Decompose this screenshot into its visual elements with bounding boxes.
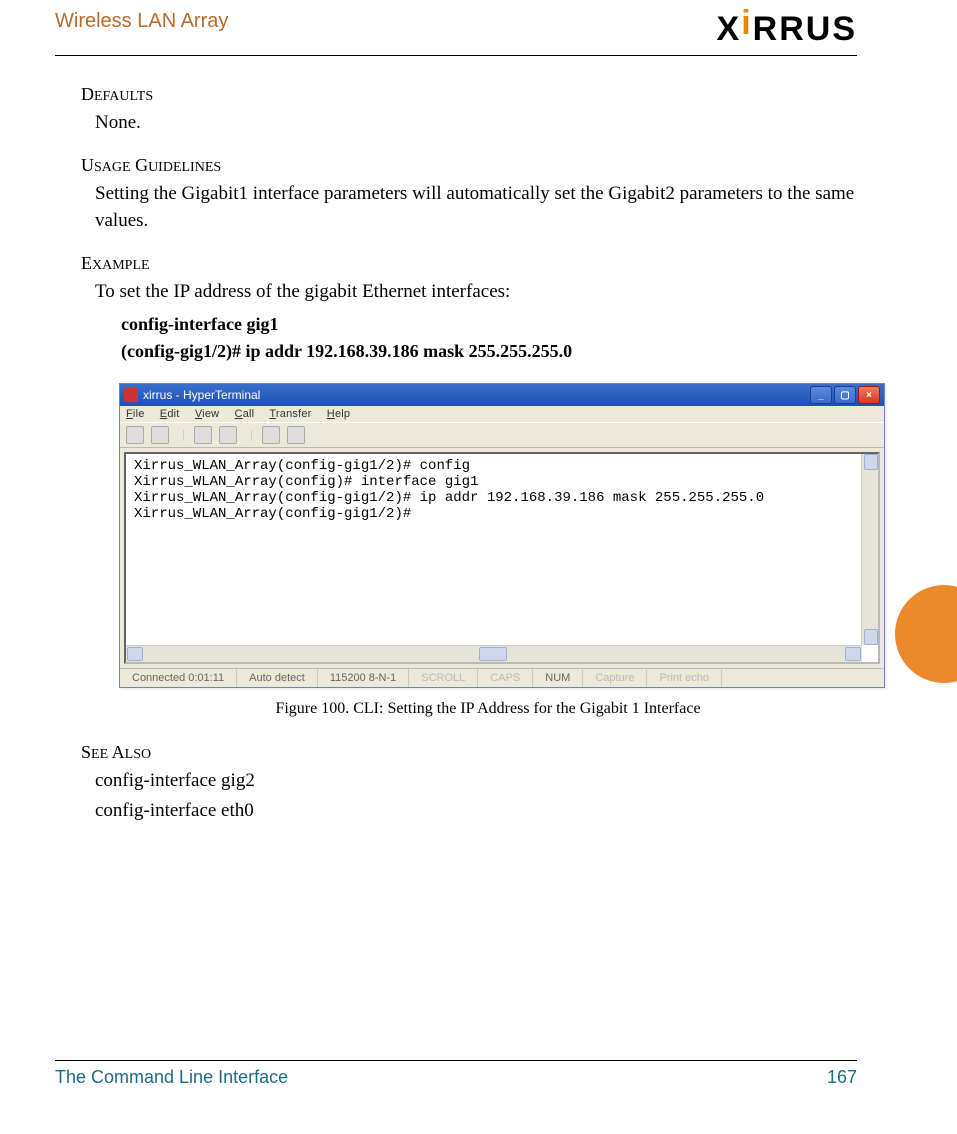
close-button[interactable]: × (858, 386, 880, 404)
minimize-button[interactable]: _ (810, 386, 832, 404)
terminal-output[interactable]: Xirrus_WLAN_Array(config-gig1/2)# config… (124, 452, 880, 664)
menu-bar[interactable]: File Edit View Call Transfer Help (120, 406, 884, 422)
toolbar-call-icon[interactable] (194, 426, 212, 444)
menu-edit[interactable]: Edit (160, 408, 180, 420)
toolbar-props-icon[interactable] (287, 426, 305, 444)
scrollbar-horizontal[interactable] (126, 645, 862, 662)
status-print: Print echo (647, 669, 722, 687)
section-title-example: EXAMPLE (81, 253, 857, 274)
menu-view[interactable]: View (195, 408, 219, 420)
header-title: Wireless LAN Array (55, 10, 228, 33)
status-bar: Connected 0:01:11 Auto detect 115200 8-N… (120, 668, 884, 687)
toolbar-new-icon[interactable] (126, 426, 144, 444)
scroll-thumb-horizontal[interactable] (479, 647, 507, 661)
toolbar[interactable]: | | (120, 422, 884, 448)
scrollbar-vertical[interactable] (861, 454, 878, 645)
menu-transfer[interactable]: Transfer (269, 408, 311, 420)
toolbar-hang-icon[interactable] (219, 426, 237, 444)
example-cmd-1: config-interface gig1 (121, 311, 857, 338)
terminal-text: Xirrus_WLAN_Array(config-gig1/2)# config… (134, 458, 764, 522)
status-caps: CAPS (478, 669, 533, 687)
status-scroll: SCROLL (409, 669, 478, 687)
see-also-2: config-interface eth0 (95, 797, 857, 825)
menu-call[interactable]: Call (235, 408, 255, 420)
status-capture: Capture (583, 669, 647, 687)
defaults-body: None. (95, 109, 857, 137)
figure-wrapper: xirrus - HyperTerminal _ ▢ × File Edit V… (119, 383, 857, 718)
section-title-usage: USAGE GUIDELINES (81, 155, 857, 176)
app-icon (124, 388, 138, 402)
status-autodetect: Auto detect (237, 669, 318, 687)
document-page: Wireless LAN Array XiRRUS DEFAULTS None.… (0, 0, 957, 1110)
see-also-1: config-interface gig2 (95, 767, 857, 795)
example-intro: To set the IP address of the gigabit Eth… (95, 278, 857, 306)
maximize-button[interactable]: ▢ (834, 386, 856, 404)
status-num: NUM (533, 669, 583, 687)
figure-caption: Figure 100. CLI: Setting the IP Address … (119, 700, 857, 718)
menu-file[interactable]: File (126, 408, 145, 420)
page-header: Wireless LAN Array XiRRUS (55, 10, 857, 56)
footer-page-number: 167 (827, 1067, 857, 1088)
example-cmd-2: (config-gig1/2)# ip addr 192.168.39.186 … (121, 338, 857, 365)
toolbar-open-icon[interactable] (151, 426, 169, 444)
toolbar-send-icon[interactable] (262, 426, 280, 444)
window-titlebar[interactable]: xirrus - HyperTerminal _ ▢ × (120, 384, 884, 406)
footer-left: The Command Line Interface (55, 1067, 288, 1088)
section-title-defaults: DEFAULTS (81, 84, 857, 105)
hyperterminal-window: xirrus - HyperTerminal _ ▢ × File Edit V… (119, 383, 885, 688)
window-title: xirrus - HyperTerminal (143, 388, 808, 402)
logo-xirrus: XiRRUS (717, 10, 857, 49)
section-title-seealso: SEE ALSO (81, 742, 857, 763)
status-connected: Connected 0:01:11 (120, 669, 237, 687)
page-footer: The Command Line Interface 167 (55, 1060, 857, 1088)
usage-body: Setting the Gigabit1 interface parameter… (95, 180, 857, 235)
menu-help[interactable]: Help (327, 408, 350, 420)
status-baud: 115200 8-N-1 (318, 669, 409, 687)
